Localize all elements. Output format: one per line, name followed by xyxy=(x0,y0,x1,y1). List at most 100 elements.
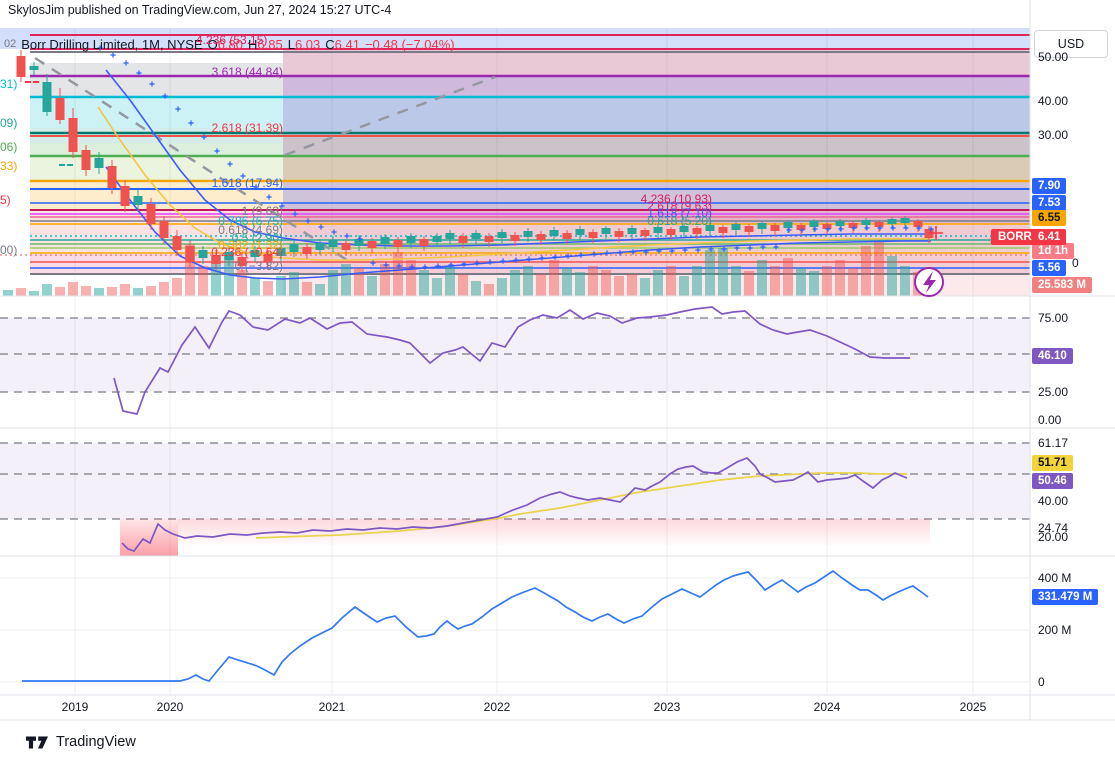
price-scale-badge: 6.41 xyxy=(1032,229,1067,245)
fib-label-fragment: 00) xyxy=(0,243,18,257)
volume-bar xyxy=(406,260,416,296)
candle-body xyxy=(198,250,208,258)
sar-dot xyxy=(708,246,714,252)
time-axis-year[interactable]: 2020 xyxy=(156,700,184,714)
volume-bar xyxy=(718,248,728,296)
ohlc-low: L6.03 xyxy=(287,36,321,52)
fib-label-4236-header: 4.236 (53.15) xyxy=(196,33,268,47)
candle-body xyxy=(237,257,247,266)
volume-bar xyxy=(289,272,299,296)
volume-bar xyxy=(471,281,481,296)
volume-bar xyxy=(16,288,26,296)
volume-bar xyxy=(3,290,13,296)
volume-bar xyxy=(42,284,52,296)
candle-body xyxy=(783,222,793,228)
sar-dot xyxy=(461,261,467,267)
volume-bar xyxy=(107,287,117,296)
left-edge-fragment: 02 xyxy=(4,38,17,50)
time-axis-year[interactable]: 2021 xyxy=(318,700,346,714)
time-axis-year[interactable]: 2025 xyxy=(959,700,987,714)
sar-dot xyxy=(864,225,870,231)
price-scale-badge: 7.90 xyxy=(1032,178,1067,194)
sar-dot xyxy=(851,225,857,231)
fib-level-label: 2.618 (31.39) xyxy=(211,121,283,135)
time-axis-year[interactable]: 2019 xyxy=(61,700,89,714)
fib-label-fragment: 09) xyxy=(0,116,18,130)
candle-body xyxy=(861,220,871,225)
candle-body xyxy=(627,228,637,234)
fib-zone-band xyxy=(283,181,1030,210)
tradingview-brand[interactable]: TradingView xyxy=(26,734,136,750)
candle-body xyxy=(601,228,611,234)
sar-dot xyxy=(266,194,272,200)
volume-bar xyxy=(549,260,559,296)
price-scale-tick: 0 xyxy=(1072,256,1079,270)
sar-dot xyxy=(292,211,298,217)
candle-body xyxy=(276,248,286,256)
candle-body xyxy=(484,236,494,242)
time-axis-year[interactable]: 2024 xyxy=(813,700,841,714)
price-scale-badge: 7.53 xyxy=(1032,195,1067,211)
volume-bar xyxy=(900,266,910,296)
volume-bar xyxy=(380,264,390,296)
sar-dot xyxy=(175,106,181,112)
candle-body xyxy=(120,186,130,206)
candle-body xyxy=(705,225,715,231)
volume-bar xyxy=(861,246,871,296)
fib-zone-band xyxy=(30,143,283,157)
volume-bar xyxy=(445,266,455,296)
volume-bar xyxy=(848,268,858,296)
volume-bar xyxy=(588,266,598,296)
sar-dot xyxy=(474,260,480,266)
sar-dot xyxy=(760,244,766,250)
candle-body xyxy=(770,225,780,231)
symbol-info-row[interactable]: 02 Borr Drilling Limited, 1M, NYSE O6.80… xyxy=(4,36,455,52)
sar-dot xyxy=(604,250,610,256)
sar-dot xyxy=(396,263,402,269)
volume-bar xyxy=(315,284,325,296)
candle-body xyxy=(94,158,104,168)
shares-scale-tick: 400 M xyxy=(1038,571,1072,585)
sar-dot xyxy=(513,257,519,263)
fib-label-fragment: 33) xyxy=(0,159,18,173)
sar-dot xyxy=(97,45,103,51)
yellow-ma-line xyxy=(97,106,931,261)
fib-zone-band xyxy=(283,156,1030,181)
volume-bar xyxy=(133,288,143,296)
fib-level-label: 3.618 (44.84) xyxy=(211,65,283,79)
sar-dot xyxy=(370,260,376,266)
rsi2-ma-line xyxy=(255,472,907,539)
shares-scale-tick: 0 xyxy=(1038,675,1045,689)
price-scale-badge: 6.55 xyxy=(1032,210,1067,226)
rsi-scale-tick: 25.00 xyxy=(1038,385,1069,399)
volume-bar xyxy=(653,270,663,296)
rsi2-scale-tick: 61.17 xyxy=(1038,436,1069,450)
sar-dot xyxy=(630,249,636,255)
fib-level-label-secondary: 4.236 (10.93) xyxy=(640,192,712,206)
fib-level-label: 0.618 (4.69) xyxy=(218,223,283,237)
volume-bar xyxy=(744,271,754,296)
sar-dot xyxy=(253,184,259,190)
candle-body xyxy=(731,224,741,230)
currency-toggle-button[interactable]: USD xyxy=(1034,30,1108,58)
volume-bar xyxy=(341,264,351,296)
sar-dot xyxy=(539,255,545,261)
rsi-scale-badge: 46.10 xyxy=(1032,348,1073,364)
symbol-title[interactable]: Borr Drilling Limited, 1M, NYSE xyxy=(21,36,203,52)
shares-scale-badge: 331.479 M xyxy=(1032,589,1099,605)
time-axis-year[interactable]: 2023 xyxy=(653,700,681,714)
volume-bar xyxy=(68,282,78,296)
volume-bar xyxy=(29,291,39,296)
candle-body xyxy=(523,231,533,237)
change-value: −0.48 (−7.04%) xyxy=(364,36,455,52)
ohlc-open: O6.80 xyxy=(207,36,244,52)
sar-dot xyxy=(123,60,129,66)
price-scale-tick: 40.00 xyxy=(1038,94,1069,108)
fib-zone-band xyxy=(283,76,1030,97)
volume-bar xyxy=(783,258,793,296)
time-axis-year[interactable]: 2022 xyxy=(483,700,511,714)
volume-bar xyxy=(484,284,494,296)
candle-body xyxy=(471,233,481,239)
last-price-cross-marker xyxy=(929,226,943,240)
